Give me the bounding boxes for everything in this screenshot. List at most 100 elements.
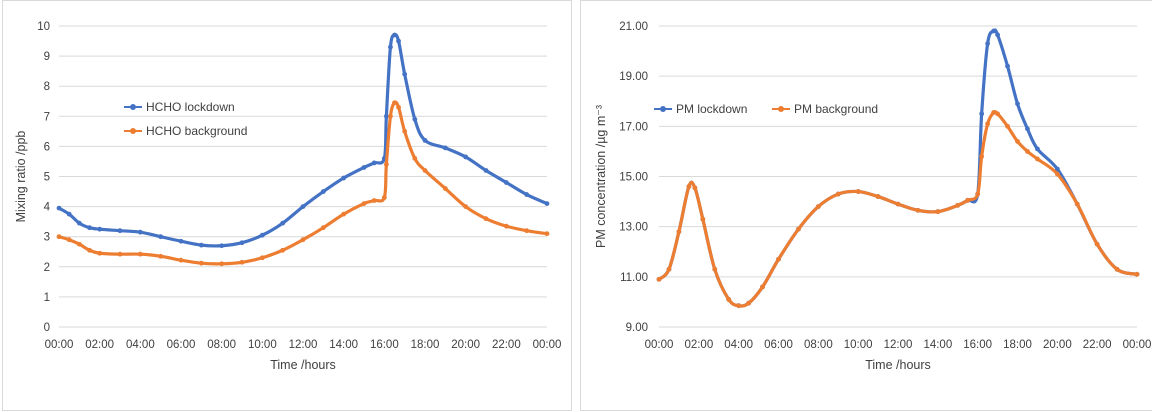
data-point (736, 303, 742, 309)
data-point (975, 191, 981, 197)
data-point (388, 44, 393, 50)
data-point (991, 28, 996, 34)
data-point (178, 257, 184, 263)
data-point (676, 229, 682, 235)
x-tick-label: 18:00 (411, 339, 440, 351)
data-point (915, 207, 921, 213)
data-point (442, 145, 448, 151)
data-point (320, 225, 326, 231)
x-tick-label: 20:00 (1043, 339, 1072, 351)
y-tick-label: 11.00 (620, 272, 648, 284)
x-tick-label: 10:00 (844, 339, 873, 351)
data-point (835, 191, 841, 197)
x-tick-label: 06:00 (764, 339, 793, 351)
data-point (712, 266, 718, 272)
data-point (1025, 149, 1030, 154)
y-tick-label: 13.00 (619, 222, 648, 234)
x-tick-label: 00:00 (645, 339, 674, 351)
data-point (361, 165, 367, 170)
y-tick-label: 9 (44, 51, 50, 63)
x-tick-label: 02:00 (684, 339, 713, 351)
x-tick-label: 00:00 (45, 339, 74, 351)
x-tick-label: 00:00 (533, 339, 562, 351)
data-point (1015, 138, 1020, 144)
data-point (392, 100, 397, 106)
data-point (503, 223, 509, 229)
data-point (402, 71, 408, 77)
data-point (1005, 63, 1010, 69)
data-point (524, 228, 530, 234)
x-tick-label: 08:00 (207, 339, 236, 351)
pm-chart-panel: 9.00 11.00 13.00 15.00 17.00 19.00 21.00 00:00 0… (580, 0, 1152, 411)
data-point (656, 276, 662, 282)
y-axis-title: Mixing ratio /ppb (14, 131, 28, 223)
data-point (1134, 271, 1140, 277)
data-point (979, 111, 985, 117)
x-tick-label: 16:00 (370, 339, 399, 351)
data-point (388, 113, 393, 119)
data-point (483, 216, 489, 222)
data-point (158, 253, 164, 259)
data-point (1035, 146, 1040, 152)
data-point (56, 234, 62, 240)
data-point (371, 198, 377, 203)
x-tick-label: 06:00 (167, 339, 196, 351)
data-point (776, 256, 781, 262)
data-point (219, 261, 225, 267)
y-tick-label: 4 (44, 202, 51, 214)
data-point (985, 121, 991, 127)
data-point (1114, 266, 1120, 272)
data-point (875, 194, 881, 199)
data-point (1035, 156, 1040, 162)
data-point (76, 241, 82, 247)
data-point (422, 168, 428, 173)
x-tick-label: 18:00 (1003, 339, 1032, 351)
data-point (56, 205, 62, 211)
data-point (97, 226, 103, 232)
hcho-chart: 0 1 2 3 4 5 6 7 8 9 10 00:00 02:00 04:00 06:00 08:00 10:… (14, 21, 562, 372)
x-tick-label: 20:00 (451, 339, 480, 351)
y-tick-label: 5 (44, 172, 50, 184)
data-point (280, 247, 286, 253)
data-point (442, 186, 448, 191)
legend-marker (778, 106, 784, 112)
legend-marker (130, 104, 136, 110)
data-point (979, 154, 985, 159)
data-point (895, 201, 901, 207)
y-tick-label: 0 (44, 322, 50, 334)
y-tick-label: 21.00 (619, 21, 648, 33)
data-point (198, 260, 204, 266)
data-point (985, 41, 991, 46)
data-point (137, 229, 143, 235)
data-point (524, 192, 530, 197)
data-point (383, 113, 389, 119)
data-point (991, 110, 996, 115)
y-tick-label: 1 (44, 292, 50, 304)
data-point (381, 195, 387, 200)
data-point (935, 209, 941, 215)
data-point (239, 240, 245, 246)
data-point (760, 284, 765, 290)
x-tick-label: 04:00 (126, 339, 155, 351)
data-point (361, 201, 367, 206)
data-point (87, 247, 92, 253)
series-line-pm-lockdown (657, 28, 1139, 308)
legend-marker (130, 128, 136, 134)
x-tick-label: 12:00 (884, 339, 913, 351)
data-point (855, 189, 861, 194)
data-point (396, 104, 401, 110)
data-point (383, 162, 389, 167)
y-tick-label: 17.00 (619, 121, 648, 133)
x-tick-label: 22:00 (492, 339, 521, 351)
x-tick-label: 04:00 (724, 339, 753, 351)
data-point (412, 116, 418, 122)
data-point (178, 238, 184, 244)
data-point (341, 211, 347, 217)
y-tick-label: 10 (37, 21, 50, 33)
legend-label: HCHO lockdown (146, 100, 235, 114)
x-tick-label: 16:00 (963, 339, 992, 351)
data-point (796, 226, 801, 232)
data-point (198, 242, 204, 248)
data-point (239, 259, 245, 265)
x-tick-label: 02:00 (85, 339, 114, 351)
